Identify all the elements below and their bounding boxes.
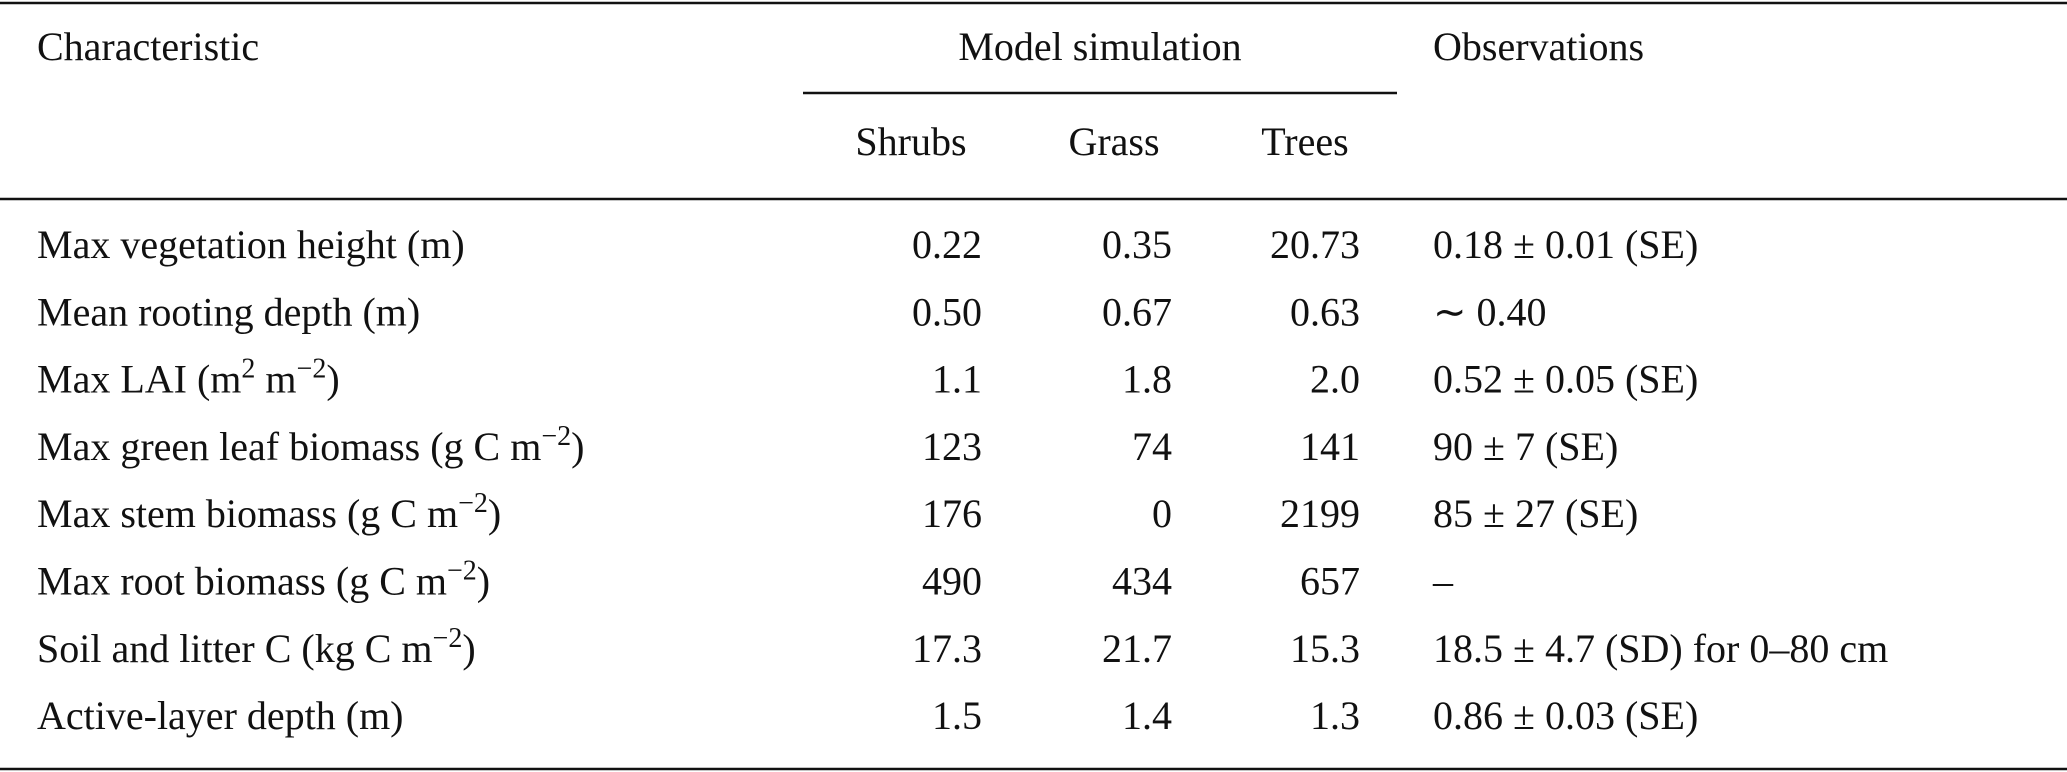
header-characteristic: Characteristic: [37, 24, 259, 69]
observation: 0.18 ± 0.01 (SE): [1433, 222, 1698, 267]
cell-value: 176: [922, 491, 982, 536]
superscript: −2: [541, 420, 571, 451]
cell-value: 0.50: [912, 289, 982, 334]
label-text: Max root biomass (g C m: [37, 559, 447, 604]
label-text: Max stem biomass (g C m: [37, 491, 458, 536]
cell-value: 0.22: [912, 222, 982, 267]
cell-value: 657: [1300, 559, 1360, 604]
label-text: Mean rooting depth (m): [37, 289, 420, 334]
header-group: Model simulation: [958, 24, 1241, 69]
observation: ∼ 0.40: [1433, 289, 1547, 334]
row-label: Max root biomass (g C m−2): [37, 555, 490, 604]
superscript: −2: [433, 622, 463, 653]
label-text: ): [571, 424, 584, 469]
cell-value: 0.35: [1102, 222, 1172, 267]
superscript: 2: [241, 353, 255, 384]
cell-value: 15.3: [1290, 626, 1360, 671]
row-label: Max vegetation height (m): [37, 222, 465, 267]
cell-value: 1.8: [1122, 357, 1172, 402]
cell-value: 0.67: [1102, 289, 1172, 334]
subheader: Shrubs: [855, 119, 966, 164]
observation: 0.52 ± 0.05 (SE): [1433, 357, 1698, 402]
label-text: Max green leaf biomass (g C m: [37, 424, 541, 469]
cell-value: 2199: [1280, 491, 1360, 536]
cell-value: 490: [922, 559, 982, 604]
label-text: Max vegetation height (m): [37, 222, 465, 267]
cell-value: 1.1: [932, 357, 982, 402]
cell-value: 17.3: [912, 626, 982, 671]
cell-value: 0.63: [1290, 289, 1360, 334]
row-label: Max green leaf biomass (g C m−2): [37, 420, 584, 469]
subheader: Grass: [1068, 119, 1159, 164]
cell-value: 434: [1112, 559, 1172, 604]
observation: 90 ± 7 (SE): [1433, 424, 1618, 469]
label-text: ): [488, 491, 501, 536]
superscript: −2: [447, 555, 477, 586]
label-text: m: [255, 357, 296, 402]
superscript: −2: [297, 353, 327, 384]
label-text: Active-layer depth (m): [37, 693, 404, 738]
subheader: Trees: [1261, 119, 1348, 164]
cell-value: 123: [922, 424, 982, 469]
row-label: Mean rooting depth (m): [37, 289, 420, 334]
row-label: Active-layer depth (m): [37, 693, 404, 738]
cell-value: 1.5: [932, 693, 982, 738]
observation: 0.86 ± 0.03 (SE): [1433, 693, 1698, 738]
cell-value: 1.4: [1122, 693, 1172, 738]
label-text: Max LAI (m: [37, 357, 241, 402]
observation: 85 ± 27 (SE): [1433, 491, 1638, 536]
row-label: Max LAI (m2 m−2): [37, 353, 340, 402]
cell-value: 21.7: [1102, 626, 1172, 671]
cell-value: 74: [1132, 424, 1172, 469]
cell-value: 20.73: [1270, 222, 1360, 267]
cell-value: 2.0: [1310, 357, 1360, 402]
label-text: ): [462, 626, 475, 671]
header-observations: Observations: [1433, 24, 1644, 69]
observation: –: [1432, 559, 1454, 604]
row-label: Max stem biomass (g C m−2): [37, 488, 501, 537]
cell-value: 141: [1300, 424, 1360, 469]
observation: 18.5 ± 4.7 (SD) for 0–80 cm: [1433, 626, 1888, 671]
row-label: Soil and litter C (kg C m−2): [37, 622, 476, 671]
label-text: Soil and litter C (kg C m: [37, 626, 433, 671]
label-text: ): [326, 357, 339, 402]
cell-value: 0: [1152, 491, 1172, 536]
superscript: −2: [458, 488, 488, 519]
cell-value: 1.3: [1310, 693, 1360, 738]
label-text: ): [477, 559, 490, 604]
